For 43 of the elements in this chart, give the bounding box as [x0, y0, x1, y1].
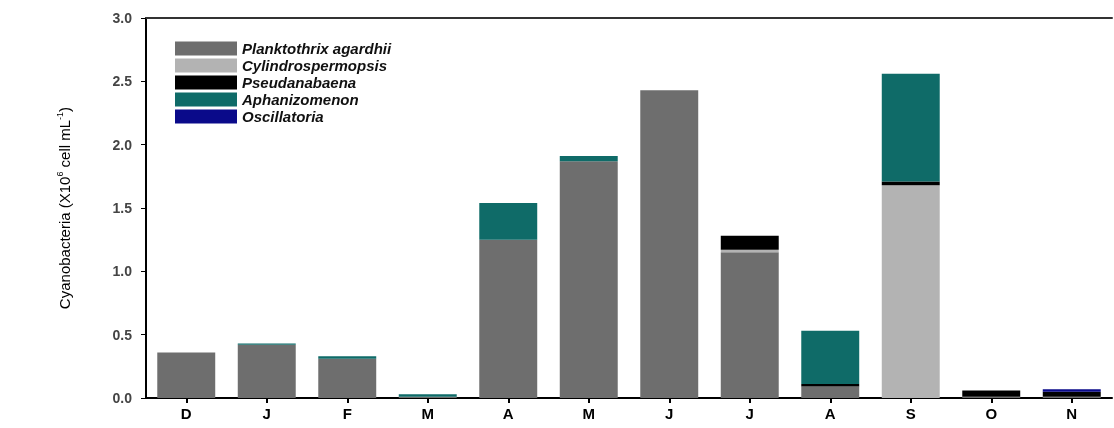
x-tick-label: A [502, 405, 514, 422]
x-tick-label: F [342, 405, 352, 422]
bar [881, 181, 940, 186]
x-tick-label: J [665, 405, 674, 422]
legend-label: Planktothrix agardhii [242, 40, 393, 57]
bar [1042, 389, 1101, 392]
x-tick-label: N [1066, 405, 1078, 422]
bar [318, 356, 377, 359]
bar [157, 352, 216, 398]
y-tick-label: 3.0 [112, 10, 133, 26]
x-tick-label: D [180, 405, 192, 422]
bar [640, 90, 699, 398]
bar [559, 156, 618, 162]
x-tick-label: O [985, 405, 998, 422]
x-tick-label: S [905, 405, 916, 422]
x-tick-label: M [582, 405, 595, 422]
bar [881, 73, 940, 182]
legend-label: Cylindrospermopsis [242, 57, 388, 74]
bar [237, 344, 296, 398]
y-tick-label: 1.5 [112, 200, 133, 216]
bar [801, 386, 860, 398]
x-tick-label: A [824, 405, 836, 422]
bar [479, 202, 538, 240]
bar [318, 358, 377, 398]
bar [479, 239, 538, 398]
bar [720, 252, 779, 398]
y-axis-title: Cyanobacteria (X106 cell mL-1) [54, 106, 73, 310]
y-tick-label: 2.5 [112, 73, 133, 90]
bar [801, 384, 860, 387]
y-tick-label: 2.0 [112, 136, 133, 153]
x-tick-label: M [421, 405, 434, 422]
y-tick-label: 0.0 [112, 390, 133, 406]
bar [720, 235, 779, 250]
bar [559, 161, 618, 398]
x-tick-label: J [262, 405, 271, 422]
y-tick-label: 0.5 [112, 326, 133, 343]
y-tick-label: 1.0 [112, 263, 133, 280]
x-tick-label: J [745, 405, 754, 422]
bar [801, 330, 860, 385]
legend-label: Oscillatoria [242, 108, 324, 125]
legend-label: Pseudanabaena [242, 74, 357, 91]
bar [881, 185, 940, 398]
legend-label: Aphanizomenon [241, 91, 359, 108]
